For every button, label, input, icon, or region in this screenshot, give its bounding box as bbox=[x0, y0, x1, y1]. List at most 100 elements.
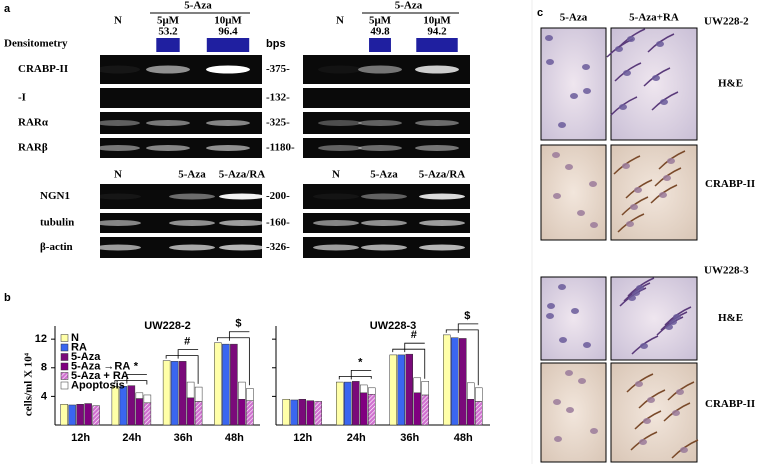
cell-nucleus bbox=[669, 319, 677, 325]
cell-nucleus bbox=[565, 164, 573, 170]
cell-nucleus bbox=[623, 70, 631, 76]
cell-line-label: UW228-2 bbox=[704, 16, 749, 28]
significance-bracket bbox=[445, 329, 479, 386]
bar bbox=[246, 400, 254, 426]
bar-segment bbox=[143, 394, 152, 404]
bar bbox=[214, 342, 222, 426]
bar bbox=[397, 354, 405, 426]
cell-nucleus bbox=[571, 308, 579, 314]
treatment-header: 5-Aza bbox=[184, 0, 212, 12]
gel-band bbox=[169, 220, 215, 226]
bar bbox=[405, 353, 413, 426]
gel-band bbox=[219, 193, 265, 200]
cell-nucleus bbox=[553, 193, 561, 199]
densitometry-bar bbox=[416, 38, 458, 52]
lane-label: 5μM bbox=[157, 15, 180, 27]
bar bbox=[443, 334, 451, 426]
bar-segment bbox=[246, 388, 254, 401]
cell-nucleus bbox=[652, 75, 660, 81]
y-tick-label: 8 bbox=[41, 362, 47, 374]
x-tick-label: 24h bbox=[347, 432, 366, 444]
bar bbox=[92, 405, 100, 426]
cell-nucleus bbox=[546, 313, 554, 319]
legend-swatch bbox=[60, 353, 69, 361]
densitometry-label-bg bbox=[156, 26, 180, 37]
gene-label: RARβ bbox=[18, 142, 48, 154]
significance-bracket bbox=[177, 349, 199, 359]
gel-band bbox=[318, 65, 362, 74]
significance-bracket bbox=[165, 355, 199, 384]
densitometry-value: 96.4 bbox=[218, 26, 238, 38]
bar bbox=[306, 400, 314, 426]
densitometry-label-bg bbox=[425, 26, 449, 37]
cell-nucleus bbox=[546, 59, 554, 65]
densitometry-label-bg bbox=[368, 26, 392, 37]
gel-band bbox=[419, 220, 465, 226]
significance-mark: $ bbox=[464, 310, 470, 322]
bar bbox=[389, 354, 397, 426]
bar-segment bbox=[186, 381, 195, 399]
densitometry-label: Densitometry bbox=[4, 38, 68, 50]
gel-band bbox=[419, 193, 465, 200]
lane-label: 5-Aza/RA bbox=[219, 169, 265, 181]
significance-bracket bbox=[114, 380, 148, 385]
gel bbox=[303, 88, 470, 108]
cell-nucleus bbox=[547, 303, 555, 309]
cell-nucleus bbox=[578, 378, 586, 384]
gel-band bbox=[358, 120, 402, 126]
gel-band bbox=[318, 120, 362, 126]
lane-label: 5-Aza bbox=[178, 169, 206, 181]
cell-nucleus bbox=[656, 41, 664, 47]
gel-band bbox=[361, 193, 407, 200]
gel-band bbox=[318, 145, 362, 151]
gel-band bbox=[146, 120, 190, 126]
cell-nucleus bbox=[582, 64, 590, 70]
cell-nucleus bbox=[554, 436, 562, 442]
bar-segment bbox=[360, 384, 368, 394]
lane-label: 5-Aza/RA bbox=[419, 169, 465, 181]
chart-title: UW228-3 bbox=[370, 320, 416, 332]
y-axis-label: cells/ml X 10⁴ bbox=[23, 352, 35, 416]
lane-label: N bbox=[332, 169, 340, 181]
significance-bracket bbox=[457, 323, 479, 333]
densitometry-value: 94.2 bbox=[427, 26, 447, 38]
significance-bracket bbox=[350, 369, 372, 380]
bps-value: -160- bbox=[266, 217, 290, 229]
significance-mark: # bbox=[411, 329, 417, 341]
gel-band bbox=[219, 220, 265, 226]
significance-bracket bbox=[216, 337, 250, 386]
cell-nucleus bbox=[566, 407, 574, 413]
cell-nucleus bbox=[676, 389, 684, 395]
cell-nucleus bbox=[636, 285, 644, 291]
significance-bracket bbox=[404, 342, 425, 353]
bar bbox=[314, 401, 322, 426]
cell-nucleus bbox=[552, 152, 560, 158]
micrograph bbox=[610, 144, 698, 241]
cell-nucleus bbox=[627, 36, 635, 42]
panel-label: c bbox=[537, 7, 543, 19]
bps-value: -200- bbox=[266, 190, 290, 202]
x-tick-label: 48h bbox=[454, 432, 473, 444]
bps-value: -326- bbox=[266, 241, 290, 253]
bar bbox=[360, 392, 368, 426]
significance-bracket bbox=[338, 375, 372, 380]
gel-band bbox=[206, 145, 250, 151]
gel-band bbox=[95, 244, 141, 251]
gel-band bbox=[358, 145, 402, 151]
gel-band bbox=[313, 193, 359, 200]
x-tick-label: 12h bbox=[71, 432, 90, 444]
densitometry-bar bbox=[156, 38, 180, 52]
bar bbox=[68, 404, 76, 426]
lane-label: N bbox=[114, 15, 122, 27]
micrograph bbox=[610, 276, 698, 361]
gel-band bbox=[313, 220, 359, 226]
cell-nucleus bbox=[628, 295, 636, 301]
stain-label: H&E bbox=[718, 78, 743, 90]
bar bbox=[178, 361, 187, 426]
densitometry-bar bbox=[206, 38, 250, 52]
cell-nucleus bbox=[590, 222, 598, 228]
gene-label: NGN1 bbox=[40, 190, 70, 202]
y-tick-label: 12 bbox=[35, 333, 47, 345]
cell-nucleus bbox=[639, 439, 647, 445]
cell-nucleus bbox=[660, 99, 668, 105]
